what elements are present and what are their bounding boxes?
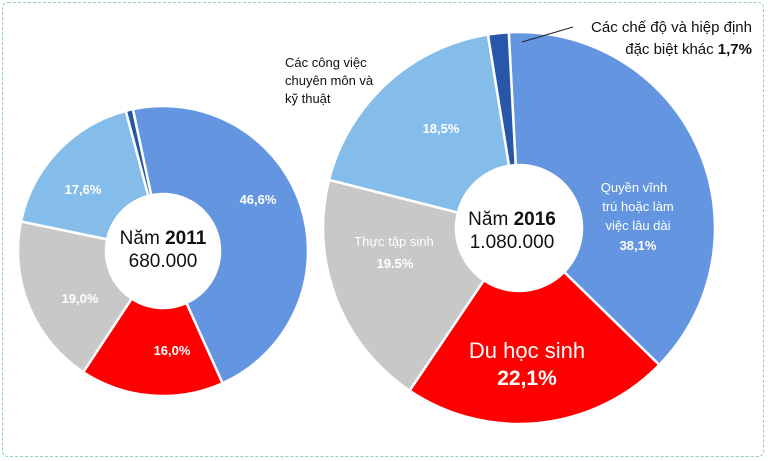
label-2011-technical: 17,6%	[65, 182, 102, 197]
chart-frame	[2, 2, 764, 457]
label-2011-student: 16,0%	[154, 343, 191, 358]
callout-special-leader	[521, 26, 574, 43]
center-total-2011: 680.000	[129, 251, 198, 272]
slice-2016-special	[486, 30, 518, 168]
slice-2016-technical	[327, 33, 511, 215]
donut-2011	[16, 104, 310, 398]
center-year-2011: Năm 2011	[120, 228, 207, 249]
callout-special-line1: Các chế độ và hiệp định	[591, 19, 752, 36]
label-2011-permanent: 46,6%	[240, 192, 277, 207]
slice-2016-intern	[321, 178, 486, 393]
callout-technical-2: chuyên môn và	[285, 73, 374, 88]
slice-2016-permanent	[507, 30, 717, 367]
label-2016-permanent-name-3: việc lâu dài	[605, 218, 670, 233]
center-year-2016: Năm 2016	[468, 209, 556, 230]
label-2016-student-value: 22,1%	[497, 367, 557, 390]
slice-2011-intern	[16, 219, 134, 374]
center-total-2016: 1.080.000	[470, 232, 555, 253]
label-2016-student-name: Du học sinh	[469, 338, 585, 363]
label-2016-permanent-name-2: trú hoặc làm	[602, 199, 674, 214]
callout-special-line2: đặc biệt khác 1,7%	[625, 41, 752, 58]
slice-2011-student	[81, 296, 225, 398]
slice-2016-student	[407, 270, 662, 426]
callout-technical-1: Các công việc	[285, 55, 367, 70]
label-2016-permanent-value: 38,1%	[620, 238, 657, 253]
slice-2011-permanent	[131, 104, 310, 385]
slice-2011-technical	[19, 109, 150, 241]
label-2016-intern-value: 19.5%	[377, 256, 414, 271]
label-2016-permanent-name-1: Quyền vĩnh	[601, 180, 668, 195]
donut-2016	[321, 30, 717, 426]
slice-2011-special	[124, 107, 153, 198]
label-2016-technical-value: 18,5%	[423, 121, 460, 136]
label-2016-intern-name: Thực tập sinh	[354, 234, 434, 249]
label-2011-intern: 19,0%	[62, 291, 99, 306]
callout-technical-3: kỹ thuật	[285, 91, 331, 106]
